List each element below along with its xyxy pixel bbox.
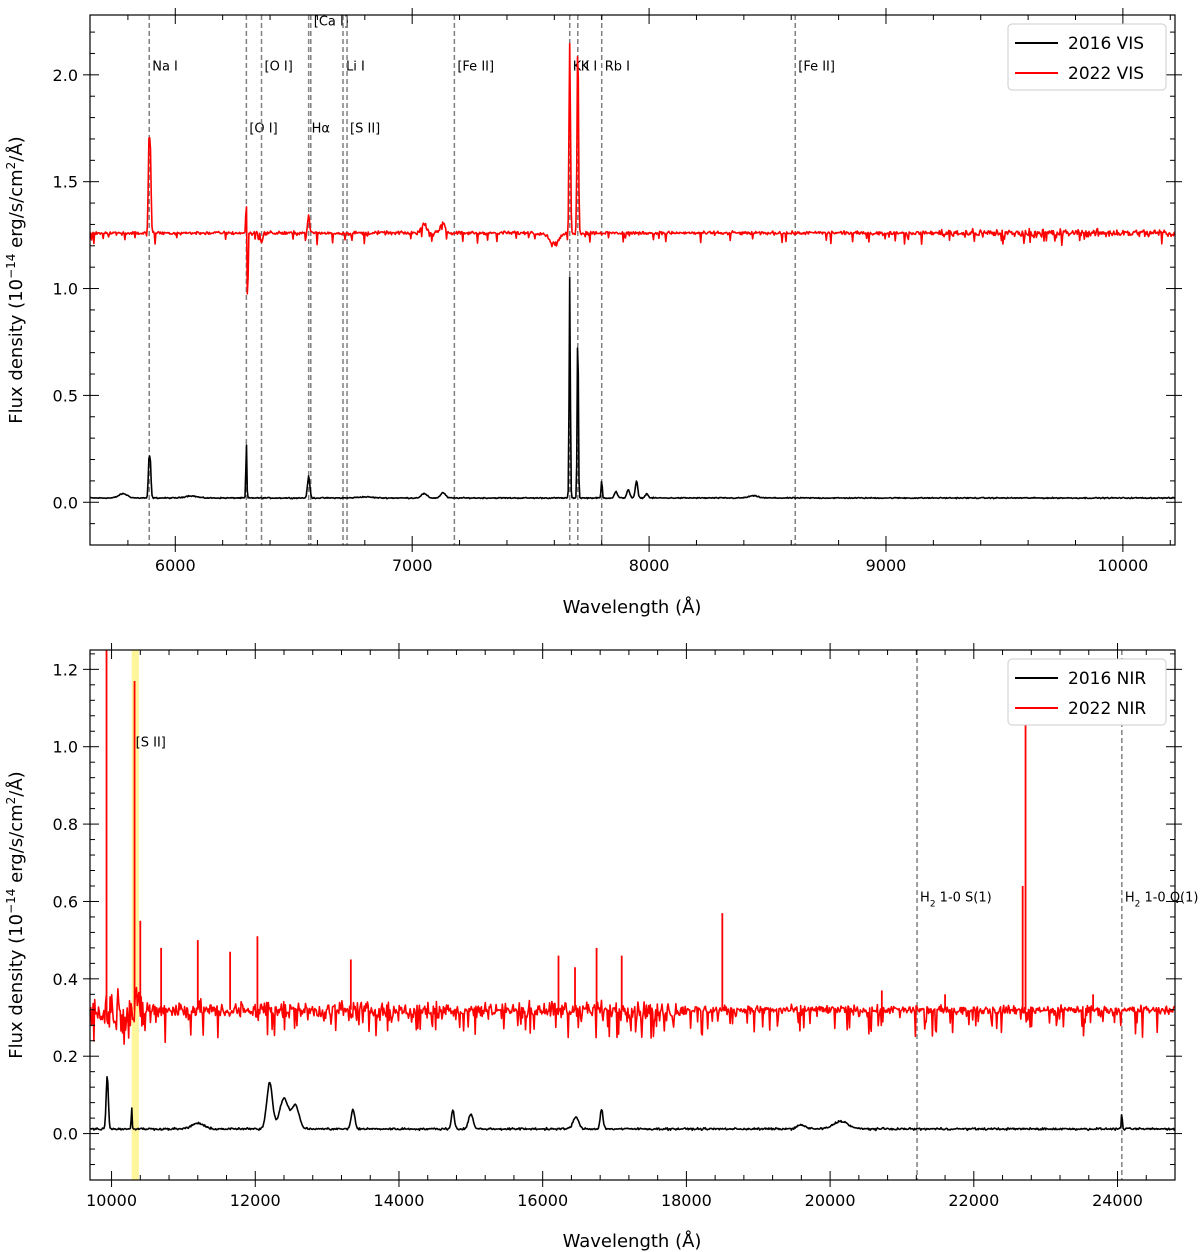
- ticks-bottom: 10000 12000 14000 16000 18000 20000 22000 24000…: [53, 643, 1182, 1210]
- legend-top: 2016 VIS 2022 VIS: [1007, 23, 1167, 91]
- line-label-6: [S II]: [350, 122, 380, 137]
- y-tick-label: 0.2: [53, 1047, 78, 1066]
- line-label-0: Na I: [152, 60, 178, 75]
- x-tick-label: 10000: [86, 1191, 137, 1210]
- y-tick-label: 0.0: [53, 493, 78, 512]
- y-axis-title-top: Flux density (10−14 erg/s/cm2/Å): [4, 136, 27, 423]
- line-label-7: [Fe II]: [457, 60, 494, 75]
- x-tick-label: 8000: [629, 556, 670, 575]
- y-tick-label: 0.0: [53, 1125, 78, 1144]
- x-tick-label: 12000: [230, 1191, 281, 1210]
- x-axis-title-top: Wavelength (Å): [563, 596, 702, 618]
- y-tick-label: 0.6: [53, 892, 78, 911]
- series-group-bottom: [89, 650, 1176, 1132]
- line-label-10: Rb I: [605, 60, 630, 75]
- legend-label-2016-nir: 2016 NIR: [1068, 669, 1146, 689]
- line-label-4: [Ca I]: [314, 15, 349, 30]
- legend-label-2022-nir: 2022 NIR: [1068, 699, 1146, 719]
- axes-frame-bottom: [89, 649, 1176, 1181]
- line-label-5: Li I: [346, 60, 365, 75]
- x-tick-label: 6000: [155, 556, 196, 575]
- x-tick-label: 22000: [948, 1191, 999, 1210]
- x-tick-label: 16000: [517, 1191, 568, 1210]
- y-axis-title-bottom: Flux density (10−14 erg/s/cm2/Å): [4, 771, 27, 1058]
- panel-bottom: [S II] H2 1-0 S(1) H2 1-0 Q(1) 10000 12000…: [4, 643, 1198, 1252]
- y-tick-label: 1.5: [53, 173, 78, 192]
- plot-area-bottom: [90, 650, 1175, 1180]
- line-label-sii-band: [S II]: [136, 736, 166, 751]
- x-tick-label: 20000: [805, 1191, 856, 1210]
- panel-top: Na I [O I] [O I] Hα [Ca I] Li I [S II] [Fe II] K…: [4, 8, 1182, 618]
- line-label-1: H2 1-0 Q(1): [1125, 890, 1199, 909]
- y-tick-label: 1.0: [53, 280, 78, 299]
- x-tick-label: 18000: [661, 1191, 712, 1210]
- line-label-9: K I: [581, 60, 598, 75]
- plot-area-top: [90, 15, 1175, 545]
- line-label-2: [O I]: [265, 60, 293, 75]
- y-tick-label: 0.8: [53, 815, 78, 834]
- series-line-2016-nir: [90, 1076, 1176, 1132]
- y-tick-label: 1.0: [53, 738, 78, 757]
- line-label-0: H2 1-0 S(1): [920, 890, 992, 909]
- x-tick-label: 24000: [1092, 1191, 1143, 1210]
- y-tick-label: 1.2: [53, 660, 78, 679]
- axes-frame: [89, 649, 1176, 1181]
- legend-bottom: 2016 NIR 2022 NIR: [1007, 658, 1167, 726]
- x-tick-label: 14000: [374, 1191, 425, 1210]
- legend-label-2022-vis: 2022 VIS: [1068, 64, 1144, 84]
- ticks-top: 6000 7000 8000 9000 10000 0.0 0.5 1.0 1.5 2.0: [53, 8, 1182, 575]
- line-label-1: [O I]: [249, 122, 277, 137]
- y-tick-label: 2.0: [53, 66, 78, 85]
- series-line-2022-vis: [89, 42, 1176, 295]
- x-tick-label: 10000: [1097, 556, 1148, 575]
- x-tick-label: 9000: [866, 556, 907, 575]
- axes-frame: [89, 14, 1176, 546]
- line-label-11: [Fe II]: [798, 60, 835, 75]
- axes-frame-top: [89, 14, 1176, 546]
- line-label-3: Hα: [312, 122, 330, 137]
- legend-label-2016-vis: 2016 VIS: [1068, 34, 1144, 54]
- series-line-2022-nir: [89, 986, 1176, 1045]
- series-line-2016-vis: [89, 276, 1176, 500]
- x-axis-title-bottom: Wavelength (Å): [563, 1230, 702, 1252]
- series-group-top: [89, 42, 1176, 500]
- y-tick-label: 0.5: [53, 386, 78, 405]
- y-tick-label: 0.4: [53, 970, 78, 989]
- x-tick-label: 7000: [392, 556, 433, 575]
- reference-lines-bottom: H2 1-0 S(1) H2 1-0 Q(1): [916, 650, 1199, 1180]
